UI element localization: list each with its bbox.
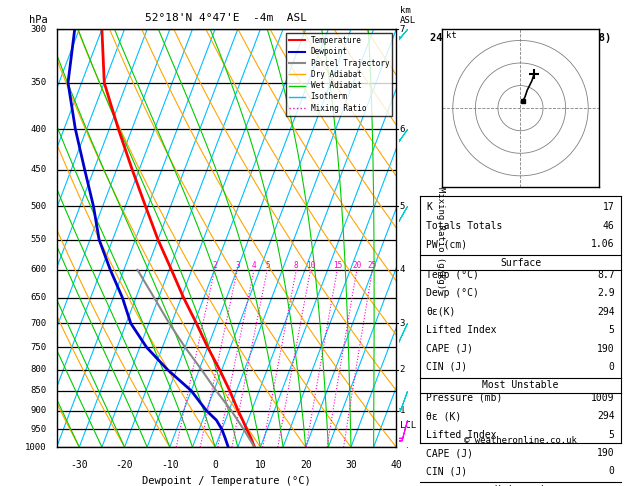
Text: 40: 40 xyxy=(391,460,402,469)
Text: 1: 1 xyxy=(399,406,405,415)
Text: 700: 700 xyxy=(30,319,47,328)
Text: -10: -10 xyxy=(161,460,179,469)
Text: 650: 650 xyxy=(30,293,47,302)
Text: 500: 500 xyxy=(30,202,47,211)
Text: 750: 750 xyxy=(30,343,47,352)
Text: 300: 300 xyxy=(30,25,47,34)
Text: 5: 5 xyxy=(609,325,615,335)
Text: 190: 190 xyxy=(597,344,615,354)
Text: 2: 2 xyxy=(399,365,405,374)
Text: 8.7: 8.7 xyxy=(597,270,615,280)
Text: θε (K): θε (K) xyxy=(426,411,462,421)
Text: CAPE (J): CAPE (J) xyxy=(426,448,474,458)
Text: 550: 550 xyxy=(30,235,47,244)
Text: 5: 5 xyxy=(265,261,270,270)
Text: Dewpoint / Temperature (°C): Dewpoint / Temperature (°C) xyxy=(142,476,311,486)
Text: 800: 800 xyxy=(30,365,47,374)
Text: 5: 5 xyxy=(609,430,615,440)
Text: 3: 3 xyxy=(399,319,405,328)
Text: 30: 30 xyxy=(345,460,357,469)
Text: PW (cm): PW (cm) xyxy=(426,239,467,249)
Text: 1000: 1000 xyxy=(25,443,47,451)
Text: 4: 4 xyxy=(252,261,257,270)
Text: Lifted Index: Lifted Index xyxy=(426,325,497,335)
Text: 600: 600 xyxy=(30,265,47,274)
Text: 850: 850 xyxy=(30,386,47,395)
Text: 0: 0 xyxy=(212,460,218,469)
Text: θε(K): θε(K) xyxy=(426,307,456,317)
Text: 294: 294 xyxy=(597,307,615,317)
Text: 52°18'N 4°47'E  -4m  ASL: 52°18'N 4°47'E -4m ASL xyxy=(145,13,308,23)
Text: 950: 950 xyxy=(30,425,47,434)
Text: 190: 190 xyxy=(597,448,615,458)
Text: 15: 15 xyxy=(333,261,342,270)
Text: 3: 3 xyxy=(235,261,240,270)
Text: K: K xyxy=(426,202,432,212)
Text: 7: 7 xyxy=(399,25,405,34)
Text: 2.9: 2.9 xyxy=(597,288,615,298)
Text: 20: 20 xyxy=(300,460,311,469)
Text: 0: 0 xyxy=(609,362,615,372)
Text: LCL: LCL xyxy=(399,421,416,430)
Text: Lifted Index: Lifted Index xyxy=(426,430,497,440)
Text: -20: -20 xyxy=(116,460,133,469)
Text: 10: 10 xyxy=(255,460,266,469)
Text: hPa: hPa xyxy=(30,15,48,25)
Text: Hodograph: Hodograph xyxy=(494,485,547,486)
Text: 450: 450 xyxy=(30,165,47,174)
Text: Dewp (°C): Dewp (°C) xyxy=(426,288,479,298)
Text: Mixing Ratio (g/kg): Mixing Ratio (g/kg) xyxy=(436,187,445,289)
Text: 4: 4 xyxy=(399,265,405,274)
Text: CAPE (J): CAPE (J) xyxy=(426,344,474,354)
Text: km
ASL: km ASL xyxy=(399,5,416,25)
Text: 350: 350 xyxy=(30,78,47,87)
Text: Totals Totals: Totals Totals xyxy=(426,221,503,231)
Text: 5: 5 xyxy=(399,202,405,211)
Text: Temp (°C): Temp (°C) xyxy=(426,270,479,280)
Text: -30: -30 xyxy=(70,460,88,469)
Text: CIN (J): CIN (J) xyxy=(426,362,467,372)
Text: 24.04.2024  21GMT  (Base: 18): 24.04.2024 21GMT (Base: 18) xyxy=(430,34,611,43)
Text: 1009: 1009 xyxy=(591,393,615,403)
Text: 0: 0 xyxy=(609,467,615,476)
Text: 294: 294 xyxy=(597,411,615,421)
Text: 25: 25 xyxy=(368,261,377,270)
Text: 17: 17 xyxy=(603,202,615,212)
Text: 1.06: 1.06 xyxy=(591,239,615,249)
Text: 10: 10 xyxy=(306,261,315,270)
Text: Pressure (mb): Pressure (mb) xyxy=(426,393,503,403)
Text: Most Unstable: Most Unstable xyxy=(482,381,559,390)
Legend: Temperature, Dewpoint, Parcel Trajectory, Dry Adiabat, Wet Adiabat, Isotherm, Mi: Temperature, Dewpoint, Parcel Trajectory… xyxy=(286,33,392,116)
Text: CIN (J): CIN (J) xyxy=(426,467,467,476)
Text: 2: 2 xyxy=(213,261,217,270)
Text: 400: 400 xyxy=(30,124,47,134)
Text: © weatheronline.co.uk: © weatheronline.co.uk xyxy=(464,436,577,445)
Text: kt: kt xyxy=(446,31,457,40)
Text: 20: 20 xyxy=(352,261,362,270)
Text: 46: 46 xyxy=(603,221,615,231)
Text: 6: 6 xyxy=(399,124,405,134)
Text: 900: 900 xyxy=(30,406,47,415)
Text: Surface: Surface xyxy=(500,258,541,267)
Text: 8: 8 xyxy=(294,261,299,270)
